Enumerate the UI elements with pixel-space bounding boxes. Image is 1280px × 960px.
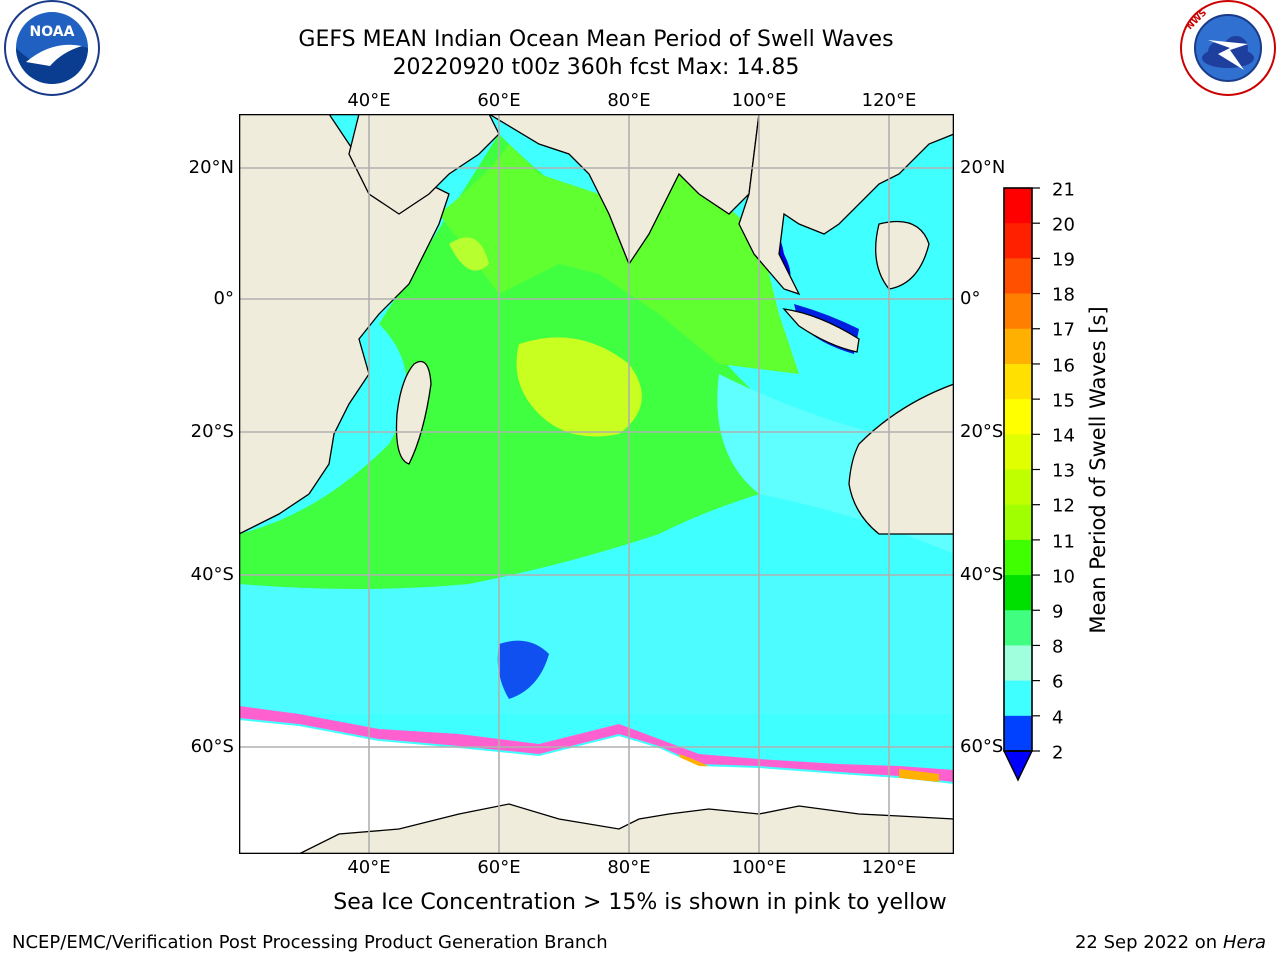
land-australia [848,383,954,535]
lon-label-bottom-80e: 80°E [607,857,651,878]
swell-period-map [239,114,954,854]
colorbar-band [1004,610,1032,646]
land-antarctica [298,803,954,854]
footer-date: 22 Sep 2022 on Hera [1075,932,1266,953]
lat-label-left-60s: 60°S [190,736,234,757]
colorbar-tick-14: 14 [1052,425,1075,447]
map-frame [239,114,954,854]
lon-label-top-40e: 40°E [347,90,391,111]
colorbar-title: Mean Period of Swell Waves [s] [1086,306,1110,634]
lon-label-bottom-60e: 60°E [477,857,521,878]
lat-label-right-20n: 20°N [960,157,1006,178]
colorbar-band [1004,504,1032,541]
colorbar-tick-4: 4 [1052,707,1064,729]
lat-label-right-40s: 40°S [960,564,1004,585]
sea-ice-edge [239,706,954,782]
colorbar-band [1004,680,1032,717]
colorbar-tick-18: 18 [1052,284,1075,306]
chart-title: GEFS MEAN Indian Ocean Mean Period of Sw… [298,27,894,52]
noaa-logo: NOAA [4,0,100,96]
lon-label-top-100e: 100°E [731,90,787,111]
footer-host: Hera [1222,932,1266,953]
colorbar-band [1004,188,1032,224]
swell-zone-yellow [516,337,642,437]
colorbar-band [1004,293,1032,330]
colorbar-tick-21: 21 [1052,179,1075,201]
lat-label-right-0: 0° [960,288,981,309]
sea-ice-note: Sea Ice Concentration > 15% is shown in … [333,890,947,915]
colorbar-tick-6: 6 [1052,671,1064,693]
land-madagascar [395,360,432,465]
colorbar-band [1004,363,1032,400]
colorbar-tick-15: 15 [1052,390,1075,412]
footer-credit: NCEP/EMC/Verification Post Processing Pr… [12,932,608,953]
land-arabia [348,114,500,215]
lon-label-top-120e: 120°E [861,90,917,111]
lat-label-left-0: 0° [213,288,234,309]
lat-label-left-20s: 20°S [190,421,234,442]
lat-label-left-40s: 40°S [190,564,234,585]
colorbar-tick-2: 2 [1052,742,1064,764]
lon-label-bottom-40e: 40°E [347,857,391,878]
land-southeast-asia [738,114,954,296]
noaa-logo-text: NOAA [30,24,75,40]
colorbar-tick-13: 13 [1052,460,1075,482]
lon-label-bottom-120e: 120°E [861,857,917,878]
colorbar [1002,187,1040,782]
lon-label-top-80e: 80°E [607,90,651,111]
lon-label-bottom-100e: 100°E [731,857,787,878]
colorbar-extend-arrow [1002,750,1034,782]
colorbar-band [1004,575,1032,611]
lat-label-right-20s: 20°S [960,421,1004,442]
land-sumatra [782,308,860,353]
colorbar-tick-20: 20 [1052,214,1075,236]
footer-date-text: 22 Sep 2022 on [1074,932,1218,953]
swell-zone-green-north [439,144,799,374]
colorbar-band [1004,645,1032,682]
nws-logo: NWS [1180,0,1276,96]
colorbar-band [1004,399,1032,435]
colorbar-band [1004,328,1032,365]
chart-subtitle: 20220920 t00z 360h fcst Max: 14.85 [392,55,800,80]
map-gridlines [239,114,954,854]
colorbar-band [1004,715,1032,752]
lat-label-right-60s: 60°S [960,736,1004,757]
colorbar-tick-10: 10 [1052,566,1075,588]
colorbar-band [1004,223,1032,259]
colorbar-tick-19: 19 [1052,249,1075,271]
lat-label-left-20n: 20°N [188,157,234,178]
colorbar-tick-17: 17 [1052,319,1075,341]
colorbar-band [1004,434,1032,470]
colorbar-tick-8: 8 [1052,636,1064,658]
colorbar-tick-12: 12 [1052,495,1075,517]
colorbar-tick-11: 11 [1052,531,1075,553]
colorbar-tick-16: 16 [1052,355,1075,377]
colorbar-band [1004,539,1032,576]
colorbar-band [1004,469,1032,506]
colorbar-band [1004,258,1032,295]
colorbar-tick-9: 9 [1052,601,1064,623]
lon-label-top-60e: 60°E [477,90,521,111]
